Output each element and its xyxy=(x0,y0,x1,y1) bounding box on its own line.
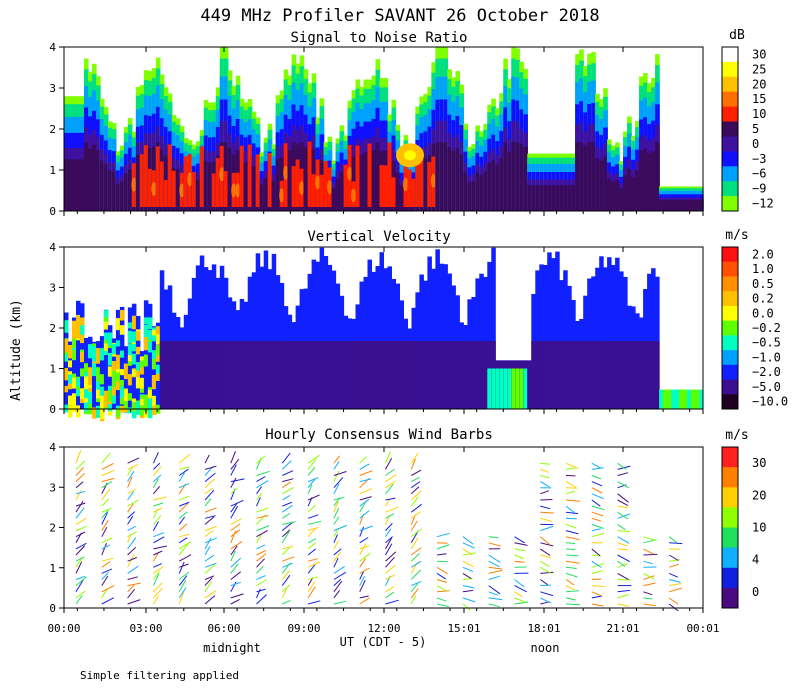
wind-barbs-plot xyxy=(75,450,683,612)
colorbar-swatch xyxy=(722,487,738,508)
colorbar-swatch xyxy=(722,587,738,609)
colorbar-label: 0.2 xyxy=(752,292,774,306)
x-tick-label: 03:00 xyxy=(129,622,162,635)
colorbar-label: 2.0 xyxy=(752,247,774,261)
colorbar-swatch xyxy=(722,305,738,321)
colorbar-swatch xyxy=(722,106,738,122)
x-tick-label: 00:00 xyxy=(47,622,80,635)
y-tick-label: 4 xyxy=(49,441,56,454)
colorbar-swatch xyxy=(722,121,738,137)
colorbar-label: −6 xyxy=(752,167,766,181)
vv-panel-title: Vertical Velocity xyxy=(307,229,450,245)
colorbar-swatch xyxy=(722,467,738,488)
colorbar-label: −10.0 xyxy=(752,395,788,409)
y-tick-label: 0 xyxy=(49,205,56,218)
colorbar-swatch xyxy=(722,364,738,380)
colorbar-swatch xyxy=(722,166,738,182)
colorbar-swatch xyxy=(722,247,738,263)
figure-title: 449 MHz Profiler SAVANT 26 October 2018 xyxy=(200,6,599,26)
colorbar-swatch xyxy=(722,91,738,107)
colorbar-swatch xyxy=(722,47,738,63)
vertical-velocity-heatmap xyxy=(64,247,704,422)
colorbar-label: 25 xyxy=(752,62,766,76)
colorbar-label: 4 xyxy=(752,553,759,567)
colorbar-swatch xyxy=(722,527,738,548)
x-tick-label: 15:01 xyxy=(447,622,480,635)
noon-label: noon xyxy=(531,641,560,655)
y-axis-label: Altitude (km) xyxy=(9,299,24,401)
wind-panel-title: Hourly Consensus Wind Barbs xyxy=(265,427,493,443)
midnight-label: midnight xyxy=(203,641,261,655)
colorbar-label: 10 xyxy=(752,521,766,535)
y-tick-label: 3 xyxy=(49,82,56,95)
y-tick-label: 2 xyxy=(49,522,56,535)
y-tick-label: 2 xyxy=(49,322,56,335)
colorbar-label: 20 xyxy=(752,77,766,91)
colorbar-unit: dB xyxy=(729,28,745,43)
x-axis-label: UT (CDT - 5) xyxy=(340,635,427,649)
colorbar-swatch xyxy=(722,379,738,395)
colorbar-label: −3 xyxy=(752,152,766,166)
filtering-footnote: Simple filtering applied xyxy=(80,669,239,682)
colorbar-label: 5 xyxy=(752,122,759,136)
colorbar-swatch xyxy=(722,61,738,78)
colorbar-label: −0.5 xyxy=(752,336,781,350)
colorbar-label: 1.0 xyxy=(752,262,774,276)
colorbar-swatch xyxy=(722,136,738,152)
colorbar-swatch xyxy=(722,335,738,351)
colorbar-label: −12 xyxy=(752,197,774,211)
colorbar-label: −0.2 xyxy=(752,321,781,335)
colorbar-swatch xyxy=(722,196,738,212)
colorbar-label: 0 xyxy=(752,585,759,599)
x-tick-label: 09:00 xyxy=(287,622,320,635)
colorbar-swatch xyxy=(722,547,738,569)
x-tick-label: 12:00 xyxy=(367,622,400,635)
snr-heatmap xyxy=(64,47,704,212)
x-tick-label: 21:01 xyxy=(606,622,639,635)
snr-panel-title: Signal to Noise Ratio xyxy=(290,30,467,46)
colorbar-swatch xyxy=(722,507,738,528)
x-tick-label: 18:01 xyxy=(527,622,560,635)
y-tick-label: 4 xyxy=(49,241,56,254)
colorbar-label: 0.0 xyxy=(752,306,774,320)
x-tick-label: 00:01 xyxy=(686,622,719,635)
colorbars: 302520151050−3−6−9−12dB2.01.00.50.20.0−0… xyxy=(721,28,788,609)
y-tick-label: 2 xyxy=(49,123,56,136)
colorbar-label: 30 xyxy=(752,456,766,470)
colorbar-label: 15 xyxy=(752,92,766,106)
colorbar-label: −2.0 xyxy=(752,365,781,379)
colorbar-swatch xyxy=(722,151,738,167)
y-tick-label: 0 xyxy=(49,403,56,416)
colorbar-unit: m/s xyxy=(725,228,748,243)
colorbar-swatch xyxy=(722,181,738,197)
colorbar-swatch xyxy=(722,261,738,277)
y-tick-label: 3 xyxy=(49,481,56,494)
y-tick-label: 0 xyxy=(49,602,56,615)
colorbar-label: −1.0 xyxy=(752,351,781,365)
y-tick-label: 1 xyxy=(49,164,56,177)
y-tick-label: 1 xyxy=(49,363,56,376)
colorbar-label: 0.5 xyxy=(752,277,774,291)
colorbar-swatch xyxy=(722,394,738,410)
colorbar-label: −9 xyxy=(752,182,766,196)
colorbar-label: 30 xyxy=(752,48,766,62)
colorbar-swatch xyxy=(722,76,738,93)
colorbar-swatch xyxy=(722,276,738,292)
colorbar-swatch xyxy=(722,291,738,307)
y-tick-label: 1 xyxy=(49,562,56,575)
x-tick-label: 06:00 xyxy=(207,622,240,635)
colorbar-label: −5.0 xyxy=(752,380,781,394)
colorbar-label: 0 xyxy=(752,137,759,151)
colorbar-label: 10 xyxy=(752,107,766,121)
plot-axes: 0 1 2 3 4 0 1 2 3 4 0 1 2 3 4 00:00 03:00 06:00 09:00 12:00… xyxy=(47,41,719,635)
colorbar-swatch xyxy=(722,447,738,468)
y-tick-label: 4 xyxy=(49,41,56,54)
colorbar-label: 20 xyxy=(752,488,766,502)
colorbar-swatch xyxy=(722,320,738,336)
colorbar-swatch xyxy=(722,567,738,589)
colorbar-swatch xyxy=(722,350,738,366)
y-tick-label: 3 xyxy=(49,282,56,295)
colorbar-unit: m/s xyxy=(725,428,748,443)
